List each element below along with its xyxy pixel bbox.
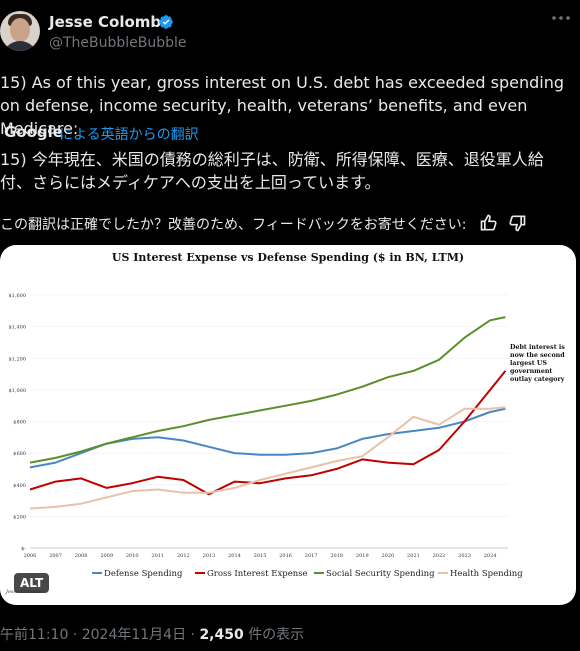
x-tick-label: 2020 <box>381 553 394 559</box>
series-line-social-security-spending <box>29 316 506 464</box>
series-line-gross-interest-expense <box>29 370 507 496</box>
verified-badge-icon <box>159 15 173 29</box>
legend-label: Health Spending <box>450 569 523 579</box>
chart-svg: $- $200 $400 $600 $800 $1,000 $1,200 $1,400 $1,6… <box>5 251 565 595</box>
view-label: 件の表示 <box>248 627 305 643</box>
x-tick-label: 2022 <box>433 553 446 559</box>
tweet-text: 15) As of this year, gross interest on U… <box>0 73 564 138</box>
x-tick-label: 2019 <box>356 553 369 559</box>
y-tick-label: $200 <box>13 514 26 520</box>
x-tick-label: 2017 <box>305 553 318 559</box>
more-options-icon[interactable] <box>549 8 573 28</box>
avatar[interactable] <box>0 11 40 51</box>
x-tick-label: 2006 <box>24 553 37 559</box>
tweet-time[interactable]: 午前11:10 <box>0 627 69 643</box>
author-handle[interactable]: @TheBubbleBubble <box>49 35 187 51</box>
chart-annotation: Debt interest is now the second largest … <box>510 344 565 383</box>
author-name[interactable]: Jesse Colombo <box>49 13 172 31</box>
legend-label: Defense Spending <box>104 569 183 579</box>
series-line-defense-spending <box>29 407 506 469</box>
series-line-health-spending <box>29 406 506 510</box>
chart-image[interactable]: $- $200 $400 $600 $800 $1,000 $1,200 $1,400 $1,6… <box>0 245 576 605</box>
y-tick-label: $1,600 <box>9 293 27 299</box>
x-tick-label: 2013 <box>203 553 216 559</box>
x-tick-label: 2016 <box>279 553 292 559</box>
y-tick-label: $1,200 <box>9 356 27 362</box>
x-tick-label: 2014 <box>228 553 241 559</box>
x-tick-label: 2010 <box>126 553 139 559</box>
x-tick-label: 2018 <box>330 553 343 559</box>
x-tick-label: 2024 <box>484 553 497 559</box>
thumbs-up-icon[interactable] <box>479 213 499 233</box>
x-tick-label: 2021 <box>407 553 420 559</box>
x-tick-label: 2008 <box>75 553 88 559</box>
view-count: 2,450 <box>199 627 244 643</box>
y-tick-label: $1,000 <box>9 388 27 394</box>
x-tick-label: 2009 <box>100 553 113 559</box>
y-tick-label: $400 <box>13 483 26 489</box>
translated-text: 15) 今年現在、米国の債務の総利子は、防衛、所得保障、医療、退役軍人給付、さら… <box>0 150 544 192</box>
x-tick-label: 2023 <box>458 553 471 559</box>
thumbs-down-icon[interactable] <box>507 213 527 233</box>
alt-badge[interactable]: ALT <box>14 573 50 593</box>
x-tick-label: 2015 <box>254 553 267 559</box>
x-tick-label: 2007 <box>49 553 62 559</box>
legend-label: Social Security Spending <box>326 569 435 579</box>
translation-feedback-prompt: この翻訳は正確でしたか？改善のため、フィードバックをお寄せください: <box>0 217 467 233</box>
y-tick-label: $600 <box>13 451 26 457</box>
translation-source-link[interactable]: による英語からの翻訳 <box>59 127 199 143</box>
tweet-date[interactable]: 2024年11月4日 <box>81 627 187 643</box>
y-tick-label: $1,400 <box>9 325 27 331</box>
x-tick-label: 2012 <box>177 553 190 559</box>
y-tick-label: $- <box>21 546 26 552</box>
legend-label: Gross Interest Expense <box>207 569 308 579</box>
chart-title: US Interest Expense vs Defense Spending … <box>112 251 464 264</box>
tweet-meta: 午前11:10 · 2024年11月4日 · 2,450 件の表示 <box>0 627 305 643</box>
google-logo-text: Google <box>4 123 63 141</box>
x-tick-label: 2011 <box>151 553 164 559</box>
y-tick-label: $800 <box>13 420 26 426</box>
